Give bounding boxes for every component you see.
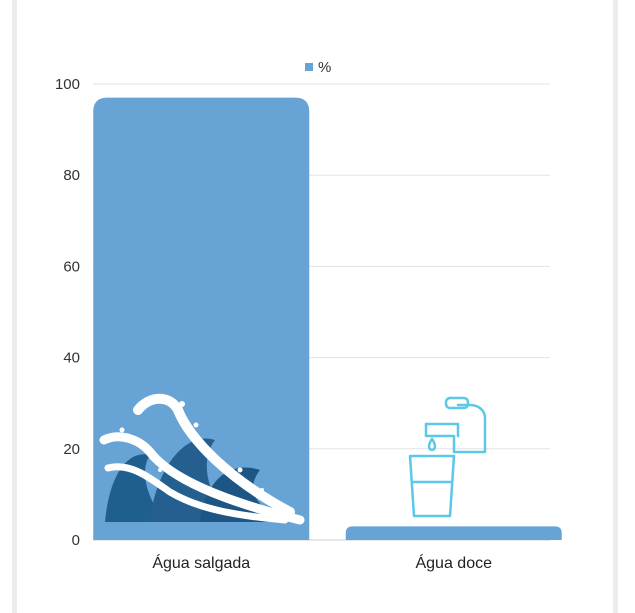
left-frame-border — [12, 0, 17, 613]
y-tick-label: 20 — [63, 441, 80, 458]
legend-swatch — [305, 63, 313, 71]
grid-layer — [93, 83, 550, 541]
x-category-label: Água doce — [415, 553, 492, 572]
y-tick-label: 0 — [72, 532, 80, 549]
y-tick-label: 80 — [63, 167, 80, 184]
x-axis: Água salgada Água doce — [152, 553, 492, 572]
faucet-glass-icon — [408, 396, 487, 518]
bar-1 — [345, 526, 562, 540]
legend-label: % — [318, 59, 331, 76]
y-tick-label: 60 — [63, 258, 80, 275]
ocean-wave-icon — [99, 393, 305, 525]
y-tick-label: 100 — [55, 76, 80, 93]
right-frame-border — [613, 0, 618, 613]
y-axis: 0 20 40 60 80 100 — [55, 76, 80, 549]
bars — [93, 97, 562, 541]
bar-0 — [93, 97, 310, 541]
legend: % — [305, 59, 331, 76]
y-tick-label: 40 — [63, 350, 80, 367]
x-category-label: Água salgada — [152, 553, 250, 572]
